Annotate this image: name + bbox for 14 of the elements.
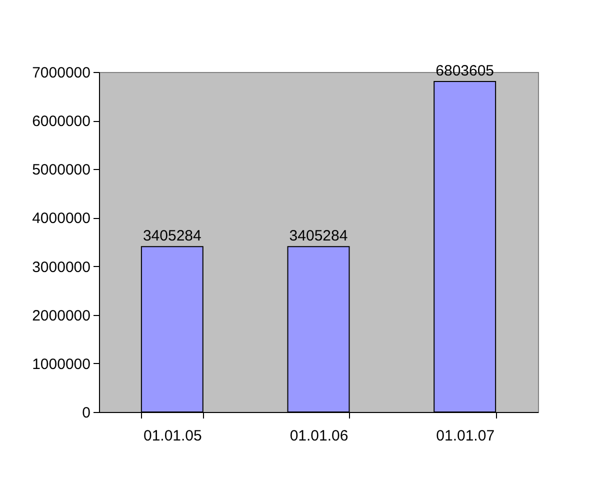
x-tick-label: 01.01.05 [143, 428, 202, 444]
y-tick-label: 2000000 [32, 307, 90, 324]
x-tick-label: 01.01.07 [436, 428, 495, 444]
y-tick-label: 4000000 [32, 210, 90, 228]
y-tick-label: 0 [82, 404, 90, 422]
y-tick-label: 7000000 [32, 64, 90, 82]
y-tick-label: 5000000 [32, 162, 90, 179]
y-tick-label: 3000000 [32, 258, 90, 276]
x-tick-label: 01.01.06 [290, 428, 348, 444]
data-label: 3405284 [142, 228, 202, 245]
data-label: 6803605 [436, 62, 494, 80]
y-tick-label: 6000000 [32, 113, 90, 130]
data-label: 3405284 [289, 228, 348, 245]
y-tick-label: 1000000 [32, 356, 90, 373]
